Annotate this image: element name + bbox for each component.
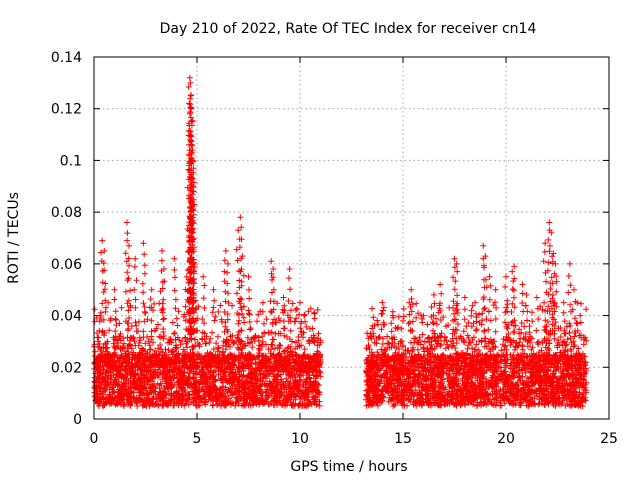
chart-title: Day 210 of 2022, Rate Of TEC Index for r… <box>160 21 537 37</box>
x-axis-label: GPS time / hours <box>290 459 407 475</box>
y-tick-label: 0.06 <box>51 257 82 273</box>
x-tick-label: 0 <box>90 431 99 447</box>
plot-frame <box>93 56 610 420</box>
y-tick-label: 0.08 <box>51 205 82 221</box>
roti-points <box>91 74 590 410</box>
x-tick-labels: 0 5 10 15 20 25 <box>90 431 618 447</box>
data-points <box>91 74 590 410</box>
y-tick-label: 0 <box>73 412 82 428</box>
x-tick-label: 15 <box>394 431 412 447</box>
y-axis-label: ROTI / TECUs <box>6 192 22 284</box>
y-tick-label: 0.12 <box>51 102 82 118</box>
y-tick-label: 0.02 <box>51 360 82 376</box>
x-tick-label: 25 <box>600 431 618 447</box>
y-tick-label: 0.04 <box>51 309 82 325</box>
y-tick-label: 0.1 <box>60 153 82 169</box>
y-tick-label: 0.14 <box>51 50 82 66</box>
y-tick-labels: 0 0.02 0.04 0.06 0.08 0.1 0.12 0.14 <box>51 50 82 428</box>
x-tick-label: 20 <box>497 431 515 447</box>
x-tick-label: 10 <box>291 431 309 447</box>
x-tick-label: 5 <box>193 431 202 447</box>
